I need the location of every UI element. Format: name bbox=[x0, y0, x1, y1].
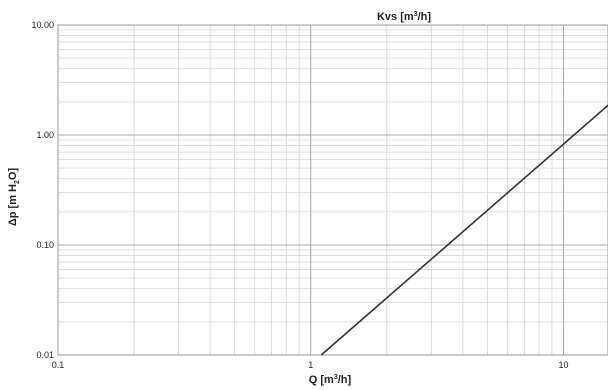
series-line bbox=[320, 104, 608, 356]
x-axis-label: Q [m3/h] bbox=[309, 374, 352, 386]
y-tick-label: 10.00 bbox=[31, 20, 54, 30]
kvs-label: Kvs [m3/h] bbox=[377, 11, 431, 23]
x-tick-label: 1 bbox=[308, 360, 313, 370]
y-tick-label: 0.01 bbox=[36, 350, 54, 360]
tick-labels: 0.1 1 10 0.01 0.10 1.00 10.00 bbox=[31, 20, 568, 370]
x-tick-label: 0.1 bbox=[52, 360, 65, 370]
plot-frame bbox=[57, 24, 608, 356]
y-tick-label: 0.10 bbox=[36, 240, 54, 250]
minor-grid bbox=[58, 25, 608, 355]
series-layer: 11.0 bbox=[320, 104, 608, 356]
y-tick-label: 1.00 bbox=[36, 130, 54, 140]
y-axis-label: Δp [m H2O] bbox=[7, 168, 21, 227]
major-grid bbox=[57, 25, 608, 356]
x-tick-label: 10 bbox=[558, 360, 568, 370]
